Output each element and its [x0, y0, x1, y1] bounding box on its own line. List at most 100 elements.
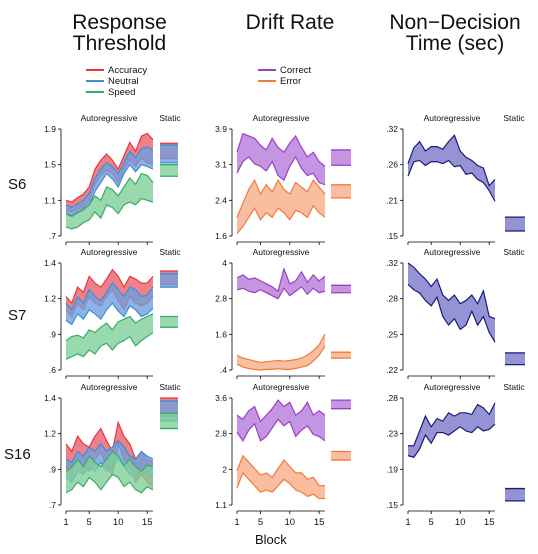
band-ndt — [408, 135, 495, 202]
title-line: Drift Rate — [245, 11, 335, 34]
legend-error-label: Error — [280, 76, 302, 87]
band-spd — [66, 313, 153, 360]
autoregressive-label: Autoregressive — [253, 113, 310, 123]
legend-entry: Error — [258, 76, 311, 87]
autoregressive-label: Autoregressive — [424, 247, 481, 257]
drift-rate-title: Drift Rate — [225, 12, 355, 33]
y-tick-label: .7 — [49, 231, 56, 241]
static-label: Static — [159, 247, 181, 257]
band-upper-ndt — [408, 402, 496, 447]
y-tick-label: .6 — [49, 365, 56, 375]
band-lower-ndt — [407, 283, 496, 343]
band-upper-neu — [65, 439, 154, 464]
band-upper-neu — [65, 282, 154, 311]
y-tick-label: 1.5 — [44, 160, 56, 170]
y-tick-label: .9 — [49, 464, 56, 474]
static-box-ndt — [505, 352, 525, 365]
x-tick-label: 10 — [113, 517, 124, 528]
y-tick-label: .19 — [386, 464, 398, 474]
x-tick-label: 1 — [405, 517, 410, 528]
band-neu — [66, 146, 153, 216]
x-tick-label: 10 — [455, 517, 466, 528]
x-axis-title: Block — [255, 532, 287, 547]
band-upper-spd — [65, 172, 154, 218]
legend-drift: Correct Error — [258, 65, 311, 87]
band-lower-err — [236, 204, 326, 235]
band-lower-spd — [65, 197, 154, 230]
title-line: Time (sec) — [405, 32, 505, 55]
row-label-s7: S7 — [8, 307, 27, 324]
band-upper-cor — [236, 267, 326, 293]
y-tick-label: 2.4 — [215, 195, 227, 205]
band-err — [237, 180, 325, 234]
legend-neutral-label: Neutral — [108, 76, 139, 87]
autoregressive-label: Autoregressive — [253, 382, 310, 392]
legend-speed-label: Speed — [108, 87, 136, 98]
autoregressive-label: Autoregressive — [253, 247, 310, 257]
legend-accuracy-swatch — [86, 69, 104, 72]
band-upper-err — [236, 334, 326, 364]
legend-correct-label: Correct — [280, 65, 312, 76]
static-label: Static — [503, 247, 525, 257]
y-tick-label: .23 — [386, 429, 398, 439]
band-cor — [237, 268, 325, 299]
y-tick-label: 1.1 — [215, 500, 227, 510]
static-box-ndt — [505, 217, 525, 231]
band-lower-cor — [236, 155, 326, 186]
static-label: Static — [503, 113, 525, 123]
static-box-err — [331, 451, 351, 461]
band-lower-err — [236, 471, 325, 500]
band-ndt — [408, 402, 495, 458]
autoregressive-label: Autoregressive — [424, 382, 481, 392]
y-tick-label: .7 — [49, 500, 56, 510]
x-tick-label: 5 — [258, 517, 263, 528]
band-upper-acc — [65, 132, 154, 203]
band-lower-cor — [236, 285, 326, 300]
static-label: Static — [503, 382, 525, 392]
y-tick-label: 1.4 — [44, 258, 56, 268]
legend-entry: Accuracy — [86, 65, 147, 76]
y-tick-label: 1.6 — [215, 231, 227, 241]
legend-accuracy-label: Accuracy — [108, 65, 148, 76]
x-tick-label: 1 — [234, 517, 239, 528]
y-tick-label: 3.6 — [215, 393, 227, 403]
autoregressive-label: Autoregressive — [81, 113, 138, 123]
band-err — [237, 455, 325, 499]
autoregressive-label: Autoregressive — [424, 113, 481, 123]
band-upper-cor — [236, 399, 326, 423]
legend-error-swatch — [258, 80, 276, 83]
y-tick-label: 3.9 — [215, 124, 227, 134]
static-box-spd — [160, 164, 178, 177]
band-cor — [237, 400, 325, 441]
band-upper-err — [236, 178, 326, 218]
band-lower-neu — [65, 302, 154, 326]
band-err — [237, 334, 325, 370]
y-tick-label: 1.2 — [44, 294, 56, 304]
band-lower-ndt — [407, 423, 496, 458]
band-upper-ndt — [407, 262, 496, 320]
band-cor — [237, 133, 325, 185]
legend-entry: Correct — [258, 65, 311, 76]
static-box-cor — [331, 285, 351, 293]
y-tick-label: .32 — [386, 258, 398, 268]
band-upper-err — [236, 454, 325, 487]
band-lower-spd — [65, 332, 154, 360]
response-threshold-title: Response Threshold — [52, 12, 187, 54]
y-tick-label: 1.4 — [44, 393, 56, 403]
autoregressive-label: Autoregressive — [81, 382, 138, 392]
autoregressive-label: Autoregressive — [81, 247, 138, 257]
band-upper-acc — [65, 268, 154, 305]
x-tick-label: 10 — [285, 517, 296, 528]
title-line: Non−Decision — [389, 11, 521, 34]
y-tick-label: .26 — [386, 160, 398, 170]
y-tick-label: 1.2 — [44, 429, 56, 439]
static-box-cor — [331, 400, 351, 409]
static-box-spd — [160, 413, 178, 429]
x-tick-label: 15 — [314, 517, 325, 528]
static-box-err — [331, 184, 351, 198]
band-upper-spd — [65, 450, 154, 473]
band-lower-spd — [65, 473, 154, 494]
static-label: Static — [159, 113, 181, 123]
legend-neutral-swatch — [86, 80, 104, 83]
